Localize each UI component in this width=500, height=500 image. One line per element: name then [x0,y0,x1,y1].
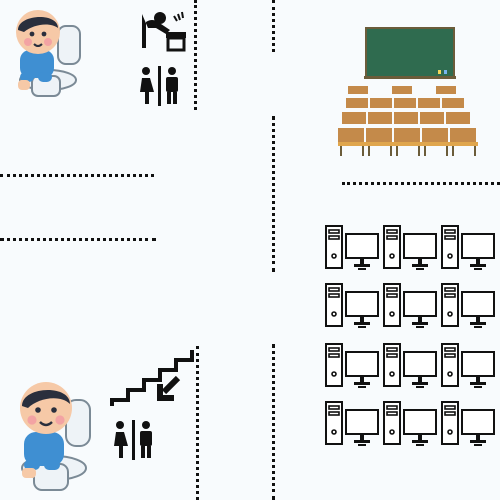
wall-horizontal-left-upper [0,174,154,180]
desktop-computer-icon [440,224,496,272]
desktop-computer-icon [324,224,380,272]
stairs-down-icon [108,344,194,418]
restroom-man-woman-icon [136,66,184,110]
wall-vertical-top-mid [272,0,278,52]
desktop-computer-icon [382,400,438,448]
desktop-computer-icon [382,224,438,272]
drinking-fountain-icon [136,8,188,56]
wall-horizontal-right [342,182,500,188]
classroom-illustration [330,26,486,162]
desktop-computer-icon [382,342,438,390]
desktop-computer-icon [440,342,496,390]
wall-vertical-bottom-left [196,346,202,500]
wall-vertical-top-left [194,0,200,110]
wall-horizontal-left-lower [0,238,156,244]
desktop-computer-icon [324,282,380,330]
desktop-computer-icon [324,400,380,448]
wall-vertical-bottom-mid [272,344,278,500]
kid-on-toilet-icon [6,6,84,100]
computer-lab-grid [320,222,500,452]
desktop-computer-icon [440,282,496,330]
restroom-man-woman-icon [110,420,158,464]
desktop-computer-icon [440,400,496,448]
desktop-computer-icon [382,282,438,330]
desktop-computer-icon [324,342,380,390]
kid-on-toilet-icon [8,376,94,494]
wall-vertical-middle [272,116,278,272]
